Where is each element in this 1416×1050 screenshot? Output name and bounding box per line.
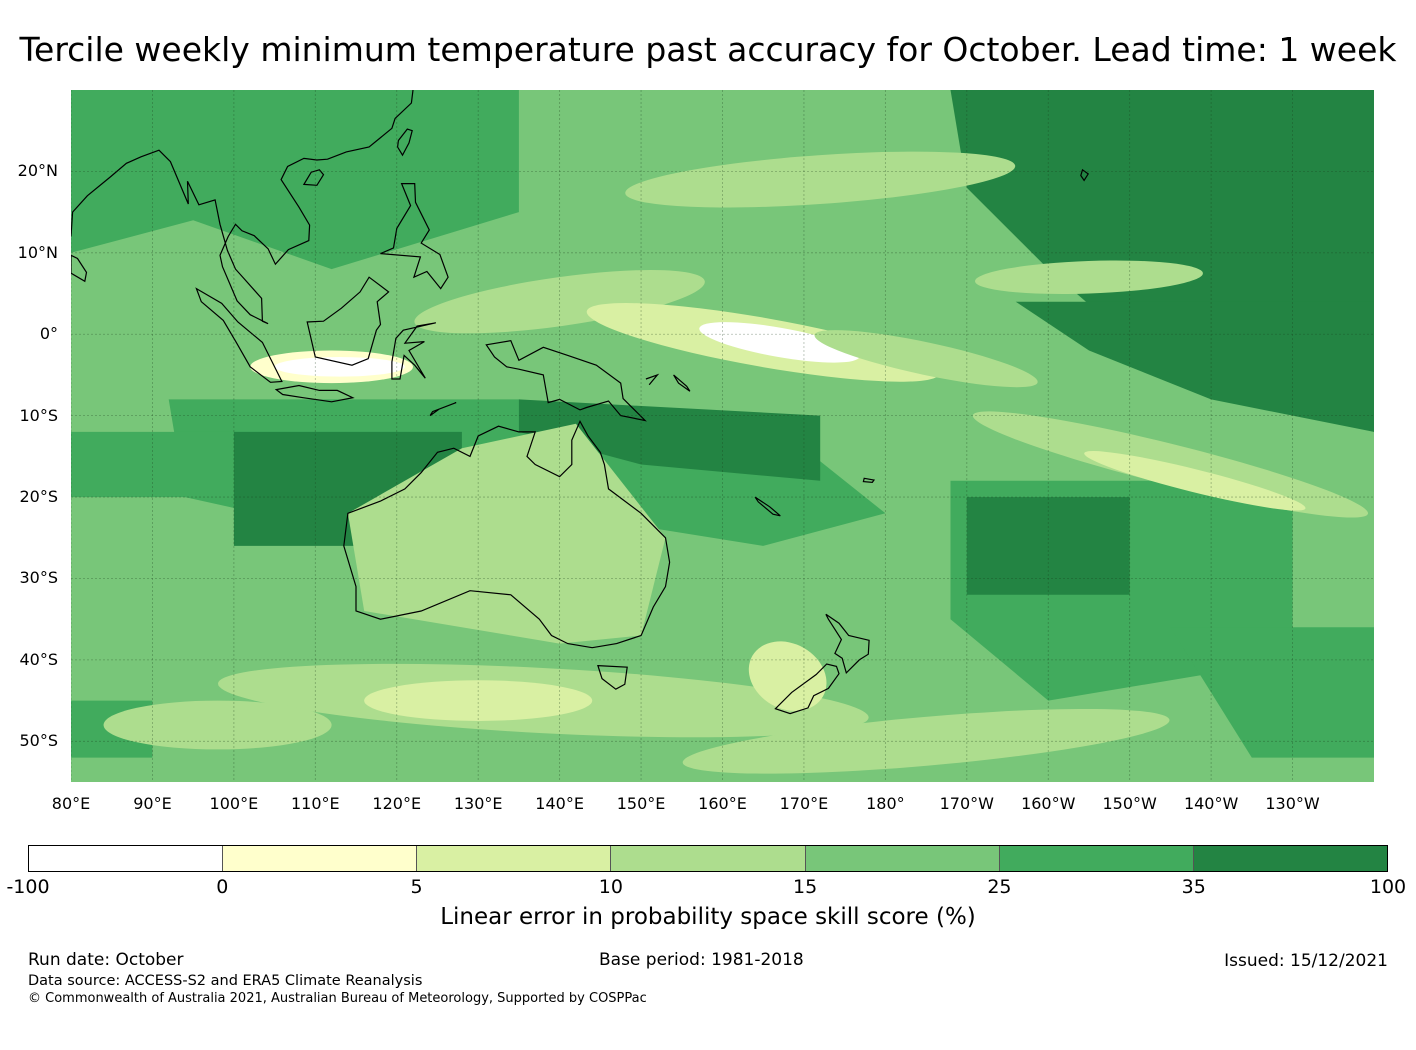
colorbar-tick-label: 0 [216,876,229,898]
lon-tick-label: 120°E [372,794,422,813]
coastlines [71,90,1090,715]
band-north [625,151,1016,208]
coast-sri-lanka [71,254,88,283]
colorbar-segment [999,846,1194,871]
colorbar-segment [611,846,806,871]
lon-tick-label: 160°E [698,794,747,813]
skill-score-map [71,90,1374,782]
colorbar-tick-label: 10 [598,876,623,898]
coast-sulawesi [391,322,436,380]
field-spacific-dark [966,497,1130,595]
issued-date: Issued: 15/12/2021 [1224,951,1388,971]
band-spcz-core [1084,451,1306,511]
coast-nz-south [774,663,840,715]
lon-tick-label: 130°W [1265,794,1320,813]
coast-australia [343,419,671,649]
colorbar-tick-label: 25 [987,876,1012,898]
coast-timor [429,402,457,417]
colorbar-segment [1193,846,1387,871]
lat-tick-label: 30°S [19,568,58,588]
coast-hainan [302,169,325,186]
graticule [71,90,1374,782]
coast-java [274,384,355,403]
lat-tick-label: 20°S [19,487,58,507]
lon-tick-label: 140°E [535,794,584,813]
coast-sumatra [195,287,283,383]
lon-tick-label: 150°E [616,794,666,813]
lon-tick-label: 130°E [453,794,503,813]
chart-title: Tercile weekly minimum temperature past … [19,30,1397,69]
lon-tick-label: 80°E [51,794,91,813]
coast-fiji [862,477,876,484]
colorbar-tick-label: -100 [6,876,50,898]
colorbar-label: Linear error in probability space skill … [440,904,976,930]
band-nz [748,641,827,711]
band-southern-core [364,680,593,721]
colorbar [28,845,1388,872]
coast-nz-north [825,613,870,675]
band-itcz [975,260,1203,294]
coast-asia [71,90,414,325]
coast-philippines [380,182,449,290]
lat-tick-label: 10°S [19,405,58,425]
lat-tick-label: 20°N [17,161,58,181]
lon-tick-label: 170°E [779,794,829,813]
copyright: © Commonwealth of Australia 2021, Austra… [28,991,647,1006]
lat-tick-label: 0° [39,324,58,344]
band-equator-core [699,322,860,363]
lon-tick-label: 150°W [1102,794,1157,813]
lon-tick-label: 90°E [133,794,172,813]
lon-tick-label: 180° [866,794,905,813]
coast-new-britain [645,373,660,386]
colorbar-tick-label: 15 [793,876,818,898]
lon-tick-label: 160°W [1021,794,1076,813]
band-java-core [274,357,405,377]
coast-hawaii [1080,168,1090,182]
colorbar-segment [223,846,418,871]
colorbar-tick-label: 5 [410,876,423,898]
coast-taiwan [396,128,413,157]
band-nw-pacific [414,270,705,334]
coast-borneo [306,276,390,366]
coast-new-caledonia [754,496,781,517]
field-eq-east [1015,301,1374,432]
colorbar-tick-label: 100 [1369,876,1407,898]
run-date: Run date: October [28,950,184,970]
base-period: Base period: 1981-2018 [599,950,804,970]
field-coral-sea [518,399,821,481]
lon-tick-label: 110°E [290,794,340,813]
lat-tick-label: 50°S [19,731,58,751]
lon-tick-label: 100°E [209,794,259,813]
map-canvas [71,90,1374,782]
lat-tick-label: 40°S [19,649,58,669]
field-australia [347,423,666,644]
band-southern-east [682,708,1170,774]
band-equator-east [814,330,1038,388]
coast-tasmania [597,664,628,690]
lon-tick-label: 170°W [939,794,994,813]
colorbar-tick-label: 35 [1181,876,1206,898]
coast-bougainville [673,374,691,392]
skill-field [71,90,1374,782]
colorbar-segment [805,846,1000,871]
data-source: Data source: ACCESS-S2 and ERA5 Climate … [28,973,423,989]
field-se-pacific [1170,627,1374,758]
colorbar-segment [417,846,612,871]
field-asia [71,90,519,270]
colorbar-segment [29,846,224,871]
coast-new-guinea [485,340,647,422]
lon-tick-label: 140°W [1183,794,1239,813]
lat-tick-label: 10°N [17,242,58,262]
band-sw [103,700,332,750]
